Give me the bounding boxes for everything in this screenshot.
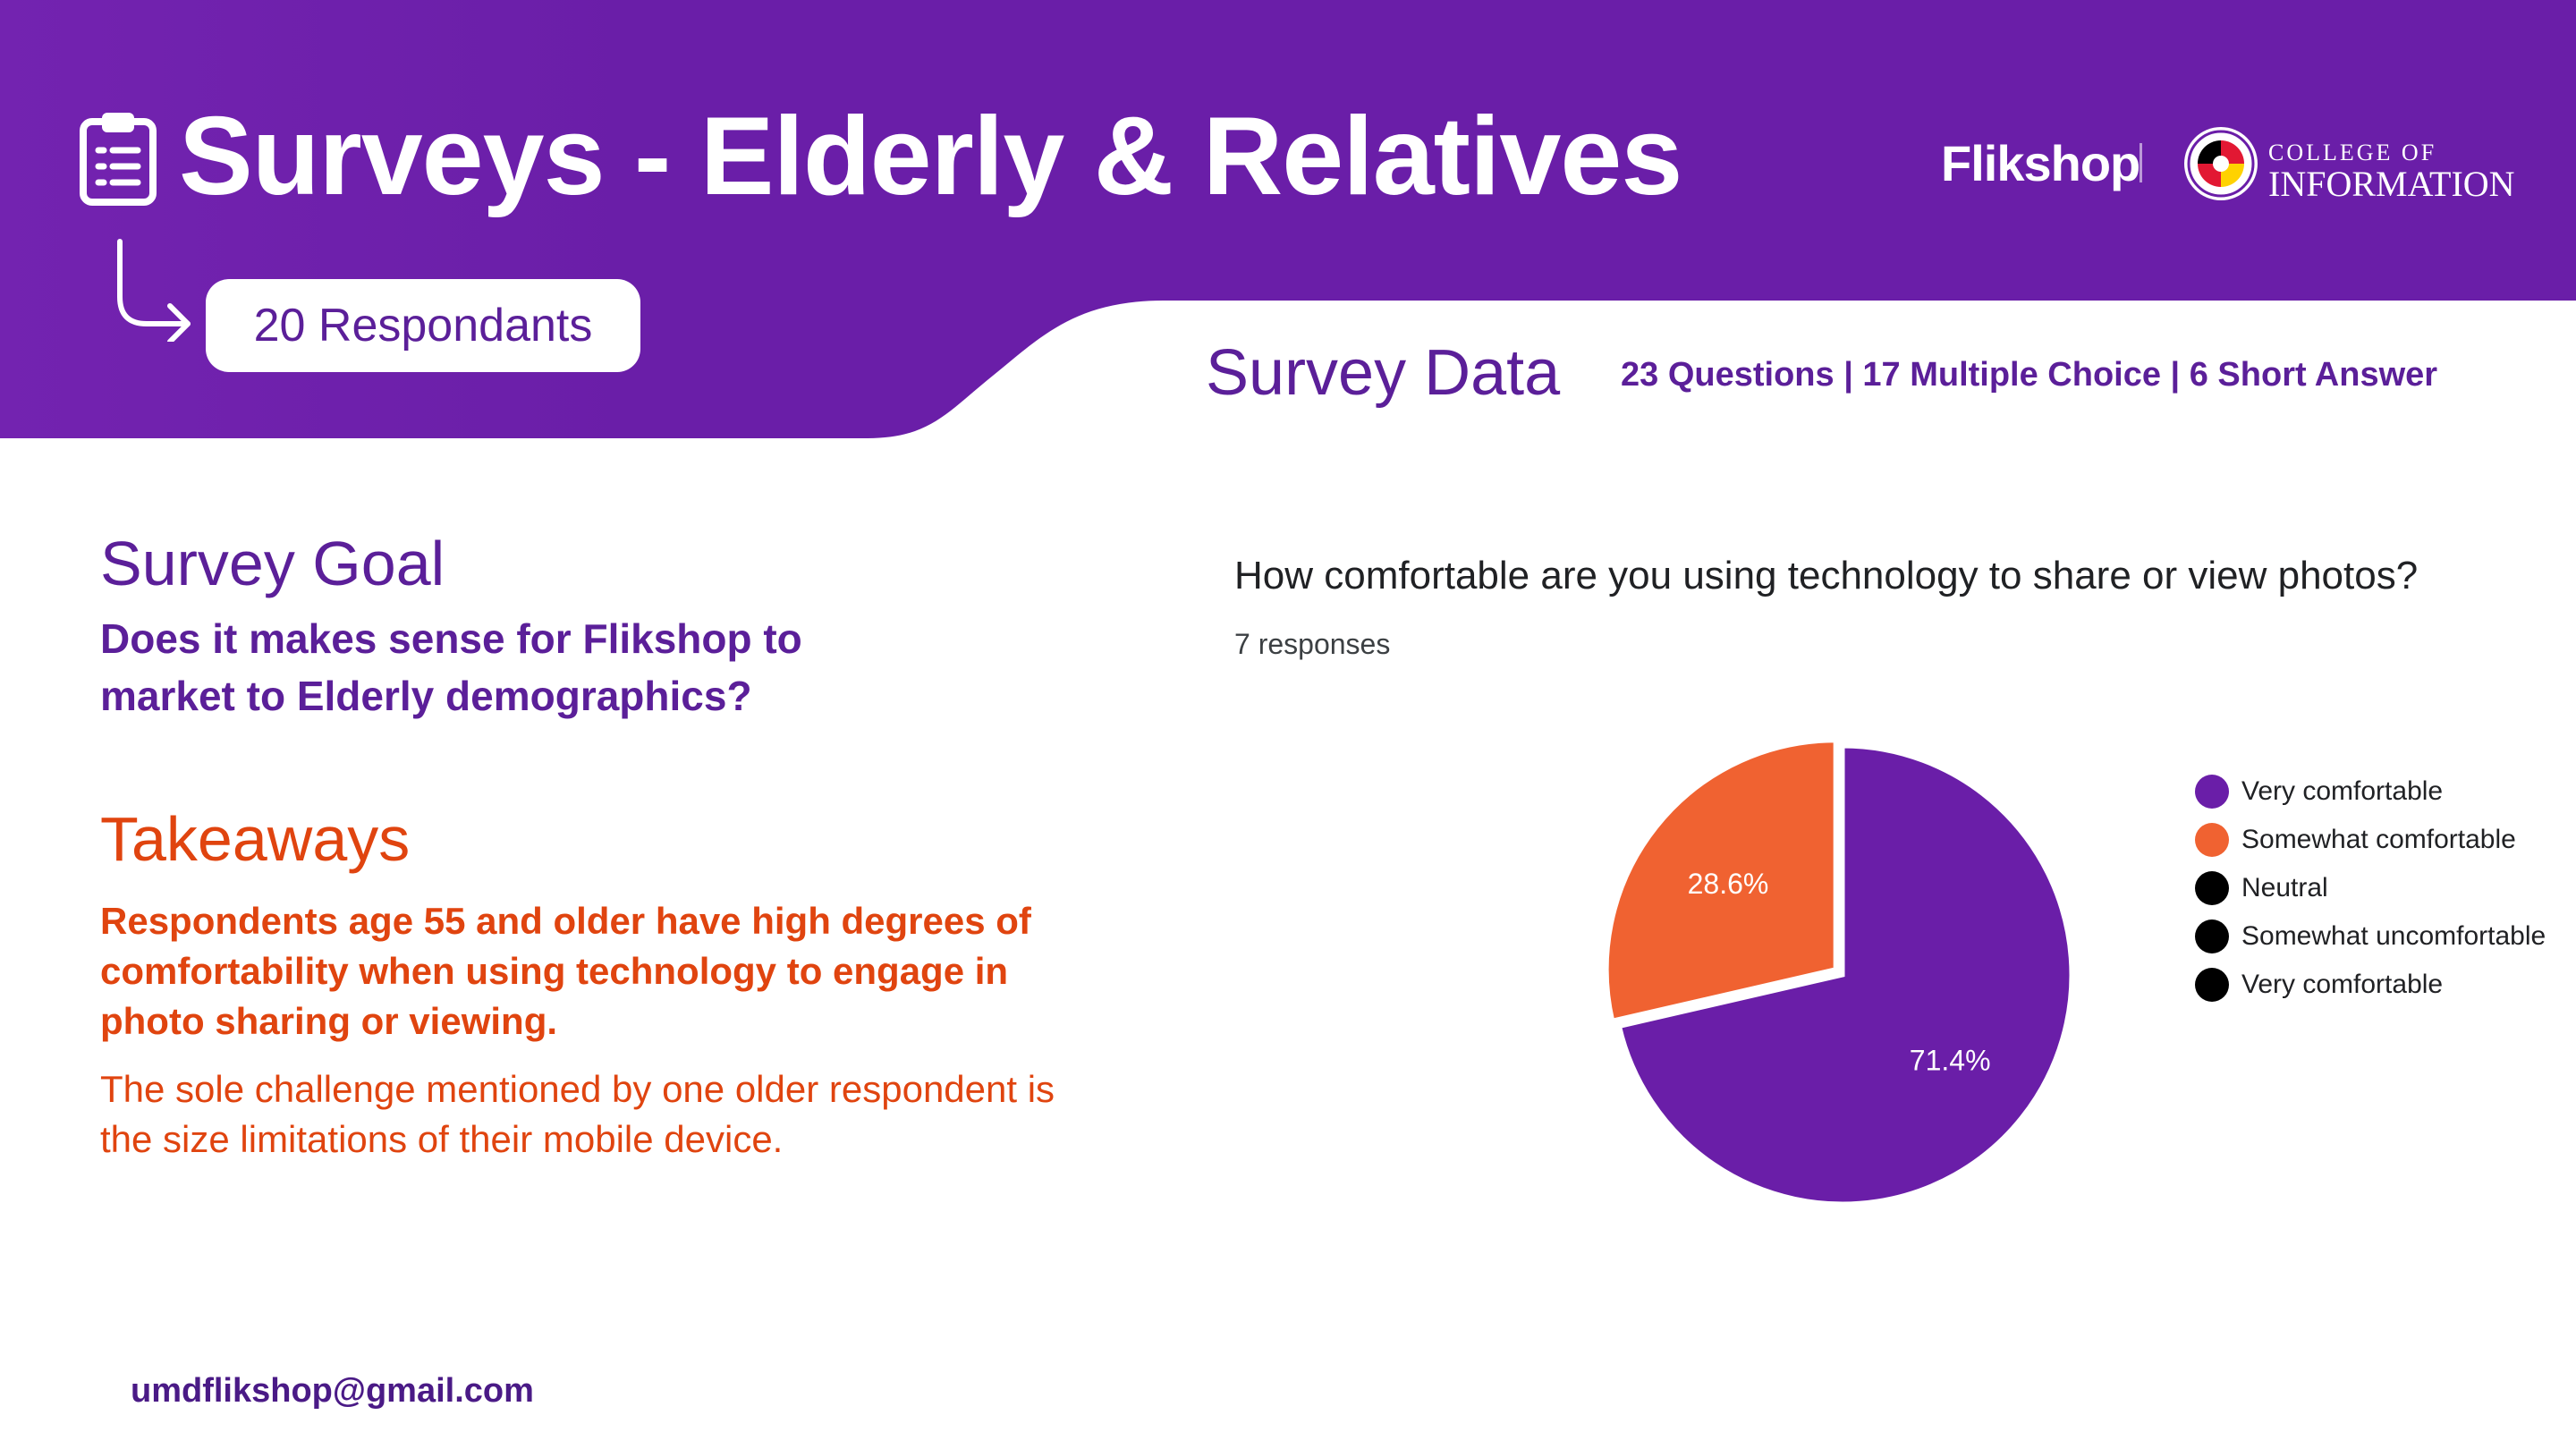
takeaways-bold-text: Respondents age 55 and older have high d… bbox=[100, 900, 1031, 1042]
survey-data-stats: 23 Questions | 17 Multiple Choice | 6 Sh… bbox=[1621, 356, 2438, 394]
legend-item: Very comfortable bbox=[2195, 961, 2546, 1009]
legend-swatch bbox=[2195, 968, 2229, 1002]
pie-slice-0 bbox=[1616, 743, 2074, 1207]
takeaways-text: The sole challenge mentioned by one olde… bbox=[100, 1068, 1055, 1160]
legend-label: Very comfortable bbox=[2241, 776, 2444, 806]
college-line-2: INFORMATION bbox=[2268, 164, 2515, 204]
legend-label: Very comfortable bbox=[2241, 970, 2444, 999]
contact-email: umdflikshop@gmail.com bbox=[131, 1372, 534, 1410]
legend-item: Neutral bbox=[2195, 864, 2546, 912]
legend-label: Neutral bbox=[2241, 873, 2328, 902]
college-of-information-logo: COLLEGE OF INFORMATION bbox=[2268, 141, 2515, 202]
takeaways-title: Takeaways bbox=[100, 804, 411, 874]
survey-data-title: Survey Data bbox=[1206, 337, 1561, 409]
chart-title: How comfortable are you using technology… bbox=[1234, 554, 2419, 597]
brand-divider bbox=[2140, 143, 2142, 182]
flikshop-logo: Flikshop bbox=[1941, 135, 2140, 191]
pie-label-1: 28.6% bbox=[1688, 868, 1769, 900]
umd-seal-icon bbox=[2184, 127, 2258, 200]
clipboard-icon bbox=[80, 113, 157, 206]
legend-swatch bbox=[2195, 823, 2229, 857]
legend-label: Somewhat comfortable bbox=[2241, 825, 2516, 854]
pie-slice-1 bbox=[1604, 738, 1838, 1024]
chart-legend: Very comfortable Somewhat comfortable Neut… bbox=[2195, 767, 2546, 1009]
survey-goal-text: Does it makes sense for Flikshop to mark… bbox=[100, 615, 802, 719]
arrow-return-icon bbox=[117, 239, 191, 342]
legend-item: Very comfortable bbox=[2195, 767, 2546, 816]
legend-swatch bbox=[2195, 919, 2229, 953]
legend-label: Somewhat uncomfortable bbox=[2241, 921, 2546, 951]
respondants-badge: 20 Respondants bbox=[206, 279, 640, 372]
pie-label-0: 71.4% bbox=[1910, 1045, 1991, 1077]
chart-subtitle: 7 responses bbox=[1234, 628, 1391, 660]
pie-chart: 71.4% 28.6% bbox=[1604, 738, 2074, 1207]
legend-item: Somewhat uncomfortable bbox=[2195, 912, 2546, 961]
legend-swatch bbox=[2195, 775, 2229, 809]
legend-swatch bbox=[2195, 871, 2229, 905]
page-title: Surveys - Elderly & Relatives bbox=[179, 95, 1682, 218]
college-line-1: COLLEGE OF bbox=[2268, 140, 2437, 165]
survey-goal-title: Survey Goal bbox=[100, 529, 445, 598]
legend-item: Somewhat comfortable bbox=[2195, 816, 2546, 864]
